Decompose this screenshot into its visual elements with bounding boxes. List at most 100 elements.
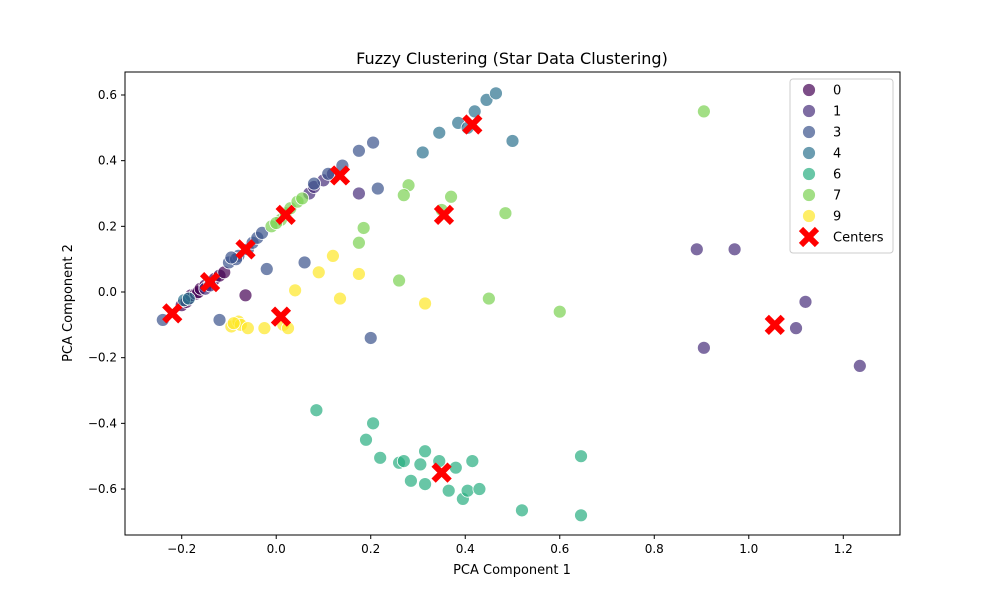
data-point [415,145,430,160]
data-point [396,454,411,469]
data-point [448,460,463,475]
data-point [727,242,742,257]
legend-marker [802,167,816,181]
center-marker [199,272,221,293]
legend-label: 4 [833,147,841,162]
data-point [689,242,704,257]
data-point [352,235,366,250]
data-point [240,321,255,336]
data-point [515,503,529,518]
y-tick-label: 0.4 [98,154,117,168]
data-point [852,358,867,373]
legend-label: 6 [833,168,841,183]
center-marker [433,204,455,225]
data-point [789,321,803,336]
data-point [359,432,373,447]
data-point [418,444,432,459]
center-marker [329,165,351,186]
data-point [696,340,711,355]
y-axis-label: PCA Component 2 [61,244,76,362]
y-tick-label: −0.4 [88,416,117,430]
legend-label: 1 [833,105,841,120]
legend-marker [802,188,816,202]
y-axis: −0.6 −0.4 −0.2 0.0 0.2 0.4 0.6 [88,88,125,496]
center-marker [162,303,183,324]
x-tick-label: 0.4 [456,542,475,556]
data-point [392,273,406,288]
x-axis: −0.2 0.0 0.2 0.4 0.6 0.8 1.0 1.2 [167,535,853,556]
data-point [403,473,418,488]
data-point [432,125,447,140]
data-point [363,331,378,345]
data-point [479,93,494,107]
data-point [481,291,496,306]
data-point [181,291,196,306]
data-point [352,186,366,201]
data-point [498,206,513,221]
x-tick-label: 1.0 [739,542,758,556]
data-point [467,104,482,119]
center-marker [764,314,785,335]
data-point [288,283,303,298]
data-point [441,483,456,498]
data-point [505,134,520,148]
x-tick-label: 0.6 [550,542,569,556]
data-point [413,457,428,472]
data-point [259,262,274,276]
data-point [226,316,241,331]
plot-centers [162,114,785,483]
data-point [574,508,588,523]
data-point [460,483,475,498]
y-tick-label: 0.2 [98,219,117,233]
x-axis-label: PCA Component 1 [453,563,571,578]
data-point [257,321,272,336]
data-point [295,191,310,206]
legend-label: 0 [833,84,841,99]
center-marker [275,204,296,225]
y-tick-label: −0.6 [88,482,117,496]
x-tick-label: −0.2 [167,542,196,556]
data-point [418,477,432,492]
legend-marker [802,104,816,118]
legend-label: Centers [833,231,884,246]
x-tick-label: 1.2 [834,542,853,556]
x-tick-label: 0.2 [361,542,380,556]
data-point [224,250,239,265]
data-point [297,255,312,270]
legend-marker [802,209,816,223]
center-marker [431,462,452,483]
legend-label: 7 [833,189,841,204]
y-tick-label: 0.6 [98,88,117,102]
legend: 0 1 3 4 6 7 9 Centers [789,78,894,254]
data-point [418,296,432,311]
y-tick-label: 0.0 [98,285,117,299]
y-tick-label: −0.2 [88,351,117,365]
data-point [696,104,711,119]
legend-marker [802,83,816,97]
data-point [489,86,503,101]
data-point [238,288,253,303]
data-point [574,449,588,464]
legend-label: 9 [833,210,841,225]
data-point [472,482,487,496]
legend-marker-centers [798,226,820,248]
center-marker [235,239,256,260]
legend-label: 3 [833,126,841,141]
data-point [311,265,326,280]
chart-title: Fuzzy Clustering (Star Data Clustering) [356,49,668,68]
center-marker [270,306,292,327]
legend-box [789,78,894,254]
data-point [396,188,411,203]
x-tick-label: 0.0 [267,542,286,556]
data-point [212,313,227,327]
center-marker [462,114,483,135]
data-point [465,454,480,469]
plot-frame [124,71,901,536]
data-point [798,294,813,309]
data-point [370,181,385,196]
data-point [373,450,388,465]
data-point [356,221,371,235]
x-tick-label: 0.8 [645,542,664,556]
data-point [326,248,340,263]
